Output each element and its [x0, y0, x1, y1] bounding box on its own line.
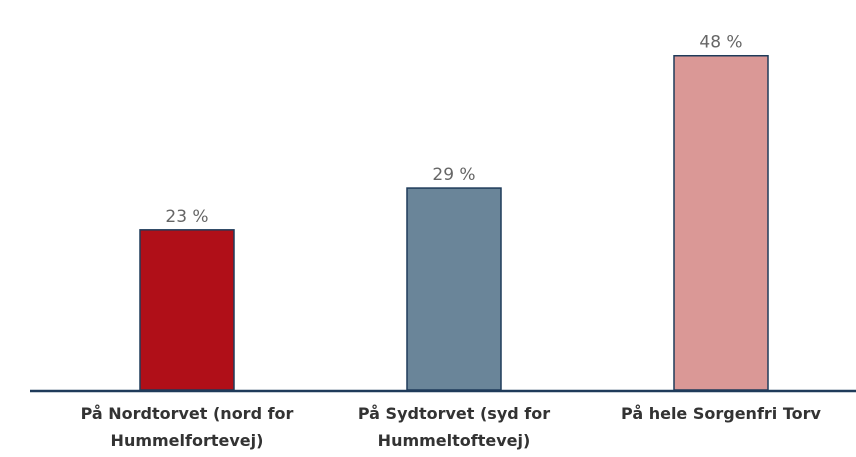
- x-tick-label: På Sydtorvet (syd for Hummeltoftevej): [357, 404, 551, 450]
- bar: [406, 187, 502, 391]
- value-label: 29 %: [432, 165, 475, 185]
- bar: [673, 54, 769, 391]
- x-tick-label: På Nordtorvet (nord for Hummelfortevej): [80, 404, 294, 450]
- value-label: 23 %: [165, 207, 208, 227]
- value-label: 48 %: [699, 33, 742, 53]
- bar: [139, 229, 235, 391]
- x-tick-label: På hele Sorgenfri Torv: [621, 404, 821, 423]
